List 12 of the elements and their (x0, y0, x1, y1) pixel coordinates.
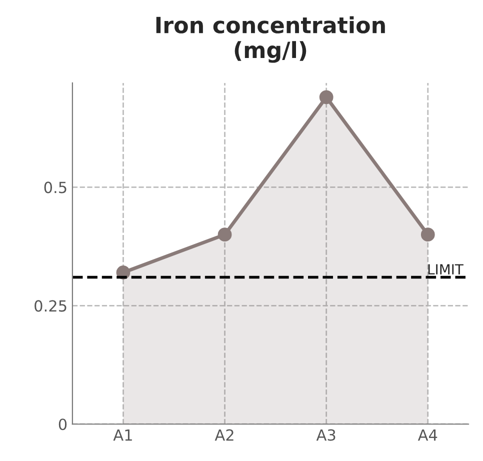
x-tick-label: A4 (418, 429, 438, 441)
point (218, 228, 232, 242)
ref-line-label: LIMIT (428, 264, 464, 274)
point (319, 90, 334, 104)
y-tick-label: 0.5 (44, 182, 66, 194)
x-tick-label: A3 (316, 429, 336, 441)
y-tick-label: 0 (58, 418, 67, 430)
x-tick-label: A1 (113, 429, 132, 441)
chart-title: Iron concentration (mg/l) (156, 16, 385, 63)
x-tick-label: A2 (214, 429, 234, 441)
y-tick-label: 0.25 (34, 300, 66, 312)
point (420, 228, 435, 242)
